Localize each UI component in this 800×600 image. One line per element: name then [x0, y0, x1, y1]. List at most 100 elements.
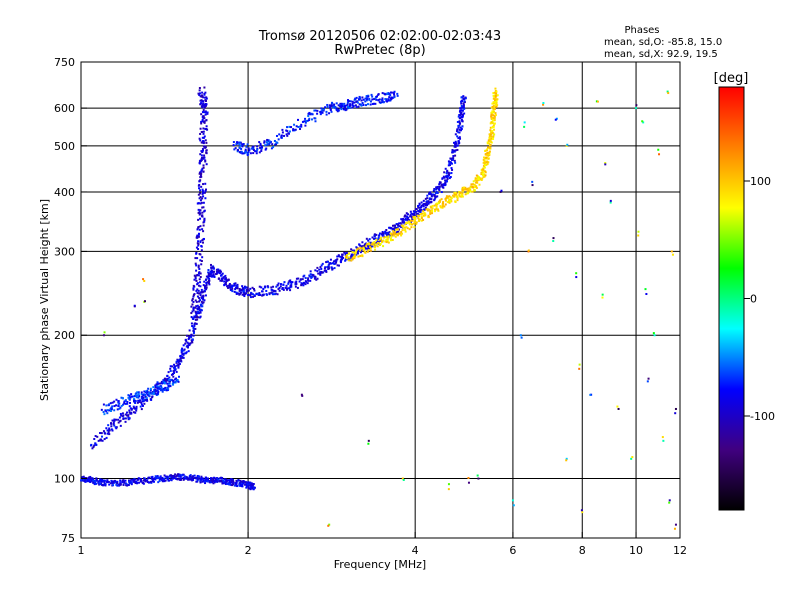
- echo-point: [192, 478, 195, 481]
- echo-point: [202, 140, 205, 143]
- echo-point: [299, 128, 302, 131]
- echo-point: [109, 407, 112, 410]
- echo-point: [175, 475, 178, 478]
- echo-point: [476, 474, 479, 477]
- echo-point: [486, 154, 489, 157]
- echo-point: [370, 93, 373, 96]
- echo-point: [201, 480, 204, 483]
- echo-point: [166, 382, 169, 385]
- echo-point: [403, 226, 406, 229]
- echo-point: [203, 117, 206, 120]
- echo-point: [309, 113, 312, 116]
- echo-point: [441, 206, 444, 209]
- echo-point: [123, 481, 126, 484]
- echo-point: [249, 488, 252, 491]
- echo-point: [96, 435, 99, 438]
- echo-point: [195, 305, 198, 308]
- echo-point: [458, 136, 461, 139]
- echo-point: [200, 175, 203, 178]
- echo-point: [426, 200, 429, 203]
- echo-point: [344, 253, 347, 256]
- echo-point: [336, 108, 339, 111]
- echo-point: [324, 106, 327, 109]
- echo-point: [238, 146, 241, 149]
- echo-point: [218, 479, 221, 482]
- echo-point: [637, 234, 640, 237]
- echo-point: [158, 385, 161, 388]
- echo-point: [412, 222, 415, 225]
- echo-point: [233, 290, 236, 293]
- echo-point: [461, 189, 464, 192]
- echo-point: [354, 104, 357, 107]
- echo-point: [365, 95, 368, 98]
- echo-point: [288, 125, 291, 128]
- echo-point: [198, 197, 201, 200]
- echo-point: [204, 111, 207, 114]
- echo-point: [444, 179, 447, 182]
- echo-point: [180, 351, 183, 354]
- echo-point: [205, 163, 208, 166]
- echo-point: [348, 256, 351, 259]
- echo-point: [271, 291, 274, 294]
- echo-point: [190, 305, 193, 308]
- echo-point: [159, 475, 162, 478]
- echo-point: [464, 193, 467, 196]
- echo-point: [281, 131, 284, 134]
- echo-point: [123, 400, 126, 403]
- echo-point: [395, 228, 398, 231]
- echo-point: [426, 209, 429, 212]
- echo-point: [207, 479, 210, 482]
- echo-point: [447, 160, 450, 163]
- echo-point: [202, 166, 205, 169]
- echo-point: [447, 175, 450, 178]
- echo-point: [238, 142, 241, 145]
- y-tick-label: 100: [54, 473, 75, 486]
- echo-point: [201, 295, 204, 298]
- echo-point: [197, 211, 200, 214]
- echo-point: [250, 147, 253, 150]
- echo-point: [242, 287, 245, 290]
- echo-point: [356, 252, 359, 255]
- echo-point: [288, 130, 291, 133]
- echo-point: [93, 444, 96, 447]
- echo-point: [247, 481, 250, 484]
- echo-point: [169, 369, 172, 372]
- echo-point: [203, 280, 206, 283]
- echo-point: [453, 193, 456, 196]
- echo-point: [495, 90, 498, 93]
- echo-point: [260, 286, 263, 289]
- echo-point: [193, 316, 196, 319]
- echo-point: [320, 264, 323, 267]
- echo-point: [484, 170, 487, 173]
- echo-point: [178, 363, 181, 366]
- echo-point: [161, 390, 164, 393]
- echo-point: [304, 280, 307, 283]
- echo-point: [423, 208, 426, 211]
- echo-point: [201, 156, 204, 159]
- echo-point: [208, 283, 211, 286]
- echo-point: [260, 149, 263, 152]
- echo-point: [601, 296, 604, 299]
- echo-point: [201, 197, 204, 200]
- echo-point: [328, 112, 331, 115]
- echo-point: [169, 380, 172, 383]
- echo-point: [351, 106, 354, 109]
- echo-point: [232, 141, 235, 144]
- echo-point: [435, 186, 438, 189]
- echo-point: [329, 107, 332, 110]
- echo-point: [143, 478, 146, 481]
- echo-point: [199, 212, 202, 215]
- echo-point: [121, 397, 124, 400]
- echo-point: [200, 122, 203, 125]
- echo-point: [463, 107, 466, 110]
- echo-point: [199, 199, 202, 202]
- echo-point: [205, 125, 208, 128]
- echo-point: [232, 284, 235, 287]
- echo-point: [167, 371, 170, 374]
- echo-point: [196, 234, 199, 237]
- echo-point: [404, 214, 407, 217]
- echo-point: [212, 265, 215, 268]
- echo-point: [133, 399, 136, 402]
- echo-point: [194, 310, 197, 313]
- echo-point: [149, 480, 152, 483]
